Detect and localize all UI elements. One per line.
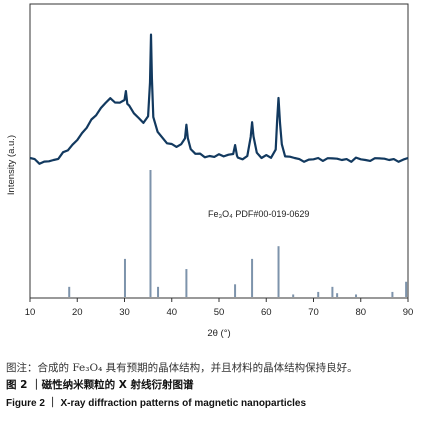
x-tick-label-10: 10 (25, 307, 36, 318)
x-tick-label-90: 90 (403, 307, 414, 318)
x-tick-label-70: 70 (308, 307, 319, 318)
figure-note: 图注：合成的 Fe₃O₄ 具有预期的晶体结构，并且材料的晶体结构保持良好。 (6, 362, 358, 374)
x-tick-label-50: 50 (214, 307, 225, 318)
reference-lines (68, 170, 408, 297)
reference-label: Fe₃O₄ PDF#00-019-0629 (208, 209, 309, 219)
x-tick-label-60: 60 (261, 307, 272, 318)
x-tick-label-20: 20 (72, 307, 83, 318)
y-axis-label: Intensity (a.u.) (6, 135, 17, 195)
x-axis-label: 2θ (°) (207, 328, 230, 339)
figure-title-en: Figure 2 ｜ X-ray diffraction patterns of… (6, 398, 307, 409)
x-tick-label-40: 40 (166, 307, 177, 318)
x-tick-label-30: 30 (119, 307, 130, 318)
figure-title-cn: 图 2 ｜磁性纳米颗粒的 X 射线衍射图谱 (6, 379, 194, 391)
measured-pattern-line (29, 33, 409, 165)
xrd-chart: 10 20 30 40 50 60 70 80 90 Fe₃O₄ PDF#00-019-0629… (6, 3, 414, 339)
x-tick-label-80: 80 (355, 307, 366, 318)
plot-frame (29, 3, 409, 299)
x-axis: 10 20 30 40 50 60 70 80 90 (25, 298, 414, 318)
